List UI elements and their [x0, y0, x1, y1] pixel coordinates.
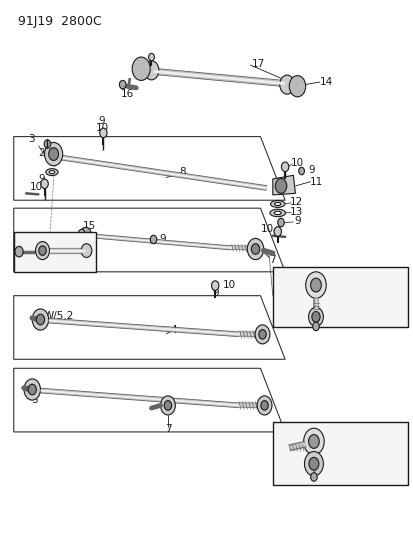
Circle shape — [281, 162, 288, 172]
Circle shape — [310, 278, 320, 292]
Circle shape — [304, 451, 323, 476]
Circle shape — [298, 167, 304, 175]
Circle shape — [160, 396, 175, 415]
Circle shape — [49, 148, 58, 160]
Circle shape — [150, 235, 157, 244]
Circle shape — [275, 179, 286, 193]
Ellipse shape — [270, 200, 284, 207]
Text: 2: 2 — [335, 438, 341, 448]
Text: 10: 10 — [290, 158, 303, 167]
Circle shape — [144, 61, 159, 80]
Text: 3: 3 — [326, 320, 333, 330]
Ellipse shape — [269, 209, 285, 216]
Text: 17: 17 — [251, 59, 264, 69]
Text: 15: 15 — [82, 221, 95, 231]
Text: 3: 3 — [19, 232, 26, 242]
Circle shape — [211, 281, 218, 290]
Text: 5: 5 — [86, 252, 93, 262]
Text: 13: 13 — [290, 207, 303, 217]
Circle shape — [256, 396, 271, 415]
Text: 10: 10 — [261, 224, 274, 235]
Bar — [272, 422, 408, 485]
Circle shape — [119, 80, 126, 89]
Circle shape — [41, 179, 48, 189]
Text: 10: 10 — [30, 182, 43, 192]
Circle shape — [36, 241, 50, 260]
Ellipse shape — [49, 171, 55, 174]
Text: W/5.2: W/5.2 — [44, 311, 74, 321]
Circle shape — [258, 329, 266, 339]
Text: 3: 3 — [323, 470, 330, 480]
Circle shape — [247, 238, 263, 260]
Text: 12: 12 — [290, 197, 303, 207]
Circle shape — [308, 457, 318, 470]
Ellipse shape — [273, 211, 280, 215]
Text: 9: 9 — [294, 216, 300, 227]
Circle shape — [45, 142, 62, 166]
Text: 91J19  2800C: 91J19 2800C — [18, 14, 101, 28]
Text: 8: 8 — [178, 167, 185, 177]
Circle shape — [305, 272, 325, 298]
Circle shape — [308, 308, 323, 326]
Circle shape — [277, 218, 284, 227]
Text: 9: 9 — [308, 165, 314, 175]
Text: 7: 7 — [164, 424, 171, 434]
Circle shape — [279, 75, 294, 94]
Text: 2: 2 — [38, 148, 45, 158]
Circle shape — [100, 128, 107, 138]
Circle shape — [148, 53, 154, 61]
Circle shape — [312, 322, 318, 330]
Text: 16: 16 — [121, 88, 134, 99]
Text: 10: 10 — [223, 280, 235, 290]
Text: 4: 4 — [171, 325, 177, 335]
Text: 9: 9 — [99, 116, 105, 126]
Circle shape — [311, 312, 319, 322]
Circle shape — [254, 325, 269, 344]
Text: 5: 5 — [31, 395, 38, 405]
Circle shape — [28, 384, 36, 395]
Circle shape — [81, 244, 92, 257]
Circle shape — [273, 227, 281, 236]
Text: 9: 9 — [38, 174, 45, 184]
Circle shape — [39, 246, 46, 255]
Text: 7: 7 — [269, 255, 275, 264]
Bar — [14, 232, 96, 272]
Ellipse shape — [274, 203, 280, 206]
Circle shape — [251, 244, 259, 254]
Text: 6: 6 — [388, 290, 394, 301]
Text: 14: 14 — [319, 77, 332, 87]
Text: 2: 2 — [330, 276, 337, 286]
Circle shape — [303, 428, 323, 455]
Text: 3: 3 — [28, 134, 34, 144]
Ellipse shape — [46, 168, 58, 175]
Circle shape — [132, 57, 150, 80]
Circle shape — [289, 76, 305, 97]
Circle shape — [32, 309, 49, 330]
Text: 1: 1 — [390, 447, 396, 457]
Circle shape — [78, 229, 85, 238]
Circle shape — [308, 434, 318, 448]
Circle shape — [24, 379, 40, 400]
Circle shape — [36, 314, 45, 325]
Circle shape — [80, 227, 91, 242]
Circle shape — [15, 246, 23, 257]
Text: 9: 9 — [159, 235, 166, 245]
Text: 11: 11 — [309, 176, 322, 187]
Circle shape — [310, 473, 316, 481]
Bar — [272, 266, 408, 327]
Text: 10: 10 — [95, 123, 109, 133]
Polygon shape — [272, 175, 295, 195]
Circle shape — [260, 401, 268, 410]
Text: 2: 2 — [62, 235, 68, 245]
Circle shape — [44, 140, 51, 148]
Circle shape — [164, 401, 171, 410]
Text: 9: 9 — [211, 288, 218, 298]
